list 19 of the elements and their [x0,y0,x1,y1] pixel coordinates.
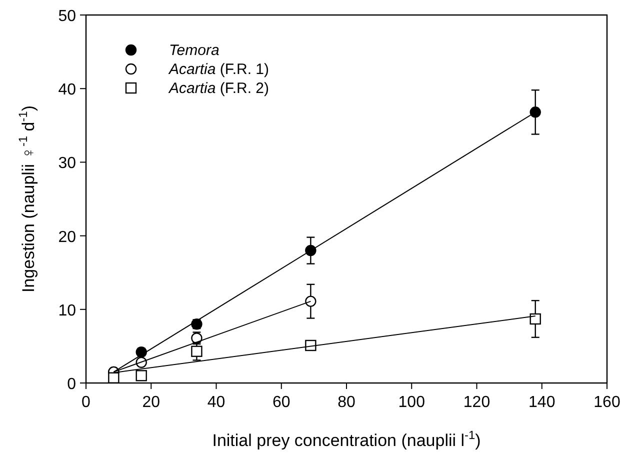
x-tick-label: 0 [82,394,91,411]
x-tick-label: 140 [528,394,556,411]
y-tick-label: 0 [67,376,76,393]
x-tick-label: 40 [207,394,226,411]
x-tick-label: 20 [142,394,160,411]
y-tick-label: 20 [58,228,76,246]
legend-label: Acartia (F.R. 1) [168,61,270,78]
y-tick-label: 30 [58,155,76,172]
legend-label: Temora [169,42,220,59]
x-tick-label: 120 [463,394,490,411]
x-tick-label: 100 [398,394,426,411]
y-tick-label: 40 [58,82,76,99]
x-tick-label: 160 [594,394,620,411]
x-tick-label: 80 [338,394,356,411]
y-tick-label: 10 [58,302,76,320]
x-axis-title: Initial prey concentration (nauplii l$^{-1}$) [212,428,481,450]
legend-label: Acartia (F.R. 2) [168,80,270,97]
x-tick-label: 60 [272,394,290,411]
y-tick-label: 50 [58,8,76,25]
